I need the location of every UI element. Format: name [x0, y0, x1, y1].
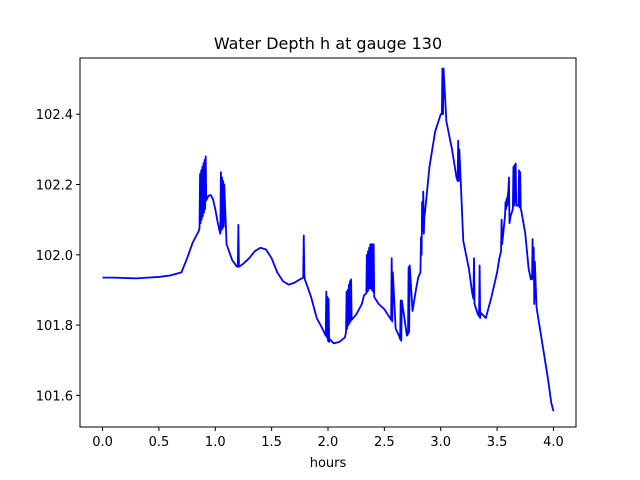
x-tick-label: 2.0	[318, 435, 339, 450]
x-tick-label: 1.5	[261, 435, 282, 450]
x-tick-label: 4.0	[543, 435, 564, 450]
y-axis-ticks: 101.6 101.8 102.0 102.2 102.4	[36, 108, 80, 404]
x-tick-label: 2.5	[374, 435, 395, 450]
x-tick-label: 3.0	[430, 435, 451, 450]
series-layer	[102, 67, 555, 412]
x-axis-ticks: 0.0 0.5 1.0 1.5 2.0 2.5 3.0 3.5 4.0	[92, 427, 564, 450]
series-line-0	[102, 67, 555, 412]
y-tick-label: 102.2	[36, 179, 73, 194]
x-tick-label: 0.0	[92, 435, 113, 450]
y-tick-label: 102.4	[36, 108, 73, 123]
y-tick-label: 102.0	[36, 249, 73, 264]
y-tick-label: 101.8	[36, 319, 73, 334]
y-tick-label: 101.6	[36, 389, 73, 404]
x-tick-label: 1.0	[205, 435, 226, 450]
x-tick-label: 0.5	[149, 435, 170, 450]
x-axis-label: hours	[310, 456, 347, 471]
chart-title: Water Depth h at gauge 130	[214, 34, 442, 53]
x-tick-label: 3.5	[487, 435, 508, 450]
